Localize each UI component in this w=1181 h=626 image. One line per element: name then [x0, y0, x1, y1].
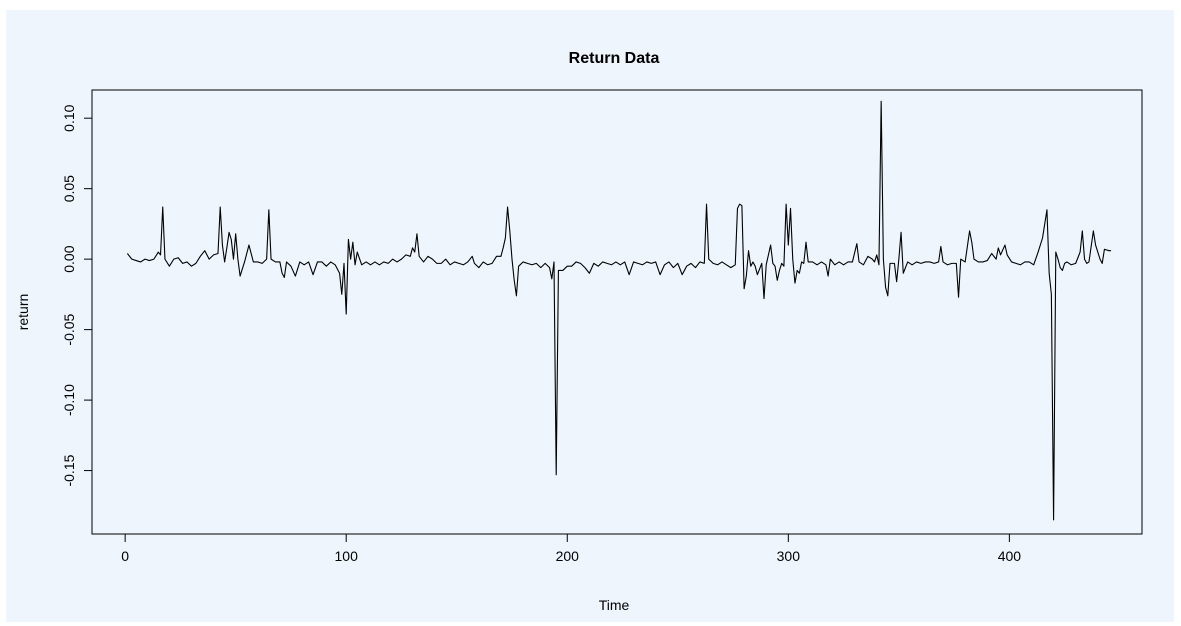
line-chart: Return Data 0 100 200 300 400 0.10 0.05 0.00 -0… [15, 50, 1143, 613]
x-axis: 0 100 200 300 400 [121, 533, 1022, 564]
y-tick-label: -0.15 [61, 454, 77, 486]
series-line [126, 100, 1112, 521]
y-tick-label: 0.00 [61, 245, 77, 272]
y-axis: 0.10 0.05 0.00 -0.05 -0.10 -0.15 [61, 104, 93, 487]
x-tick-label: 0 [121, 548, 129, 564]
x-tick-label: 100 [335, 548, 359, 564]
y-tick-label: -0.10 [61, 384, 77, 416]
series-layer [126, 100, 1112, 521]
x-axis-title: Time [599, 597, 630, 613]
chart-figure: Return Data 0 100 200 300 400 0.10 0.05 0.00 -0… [6, 10, 1174, 622]
plot-box [91, 89, 1143, 535]
y-axis-title: return [15, 294, 31, 331]
y-tick-label: 0.10 [61, 104, 77, 131]
y-tick-label: -0.05 [61, 313, 77, 345]
y-tick-label: 0.05 [61, 175, 77, 202]
x-tick-label: 200 [556, 548, 580, 564]
x-tick-label: 400 [998, 548, 1022, 564]
chart-title: Return Data [569, 50, 660, 67]
x-tick-label: 300 [777, 548, 801, 564]
